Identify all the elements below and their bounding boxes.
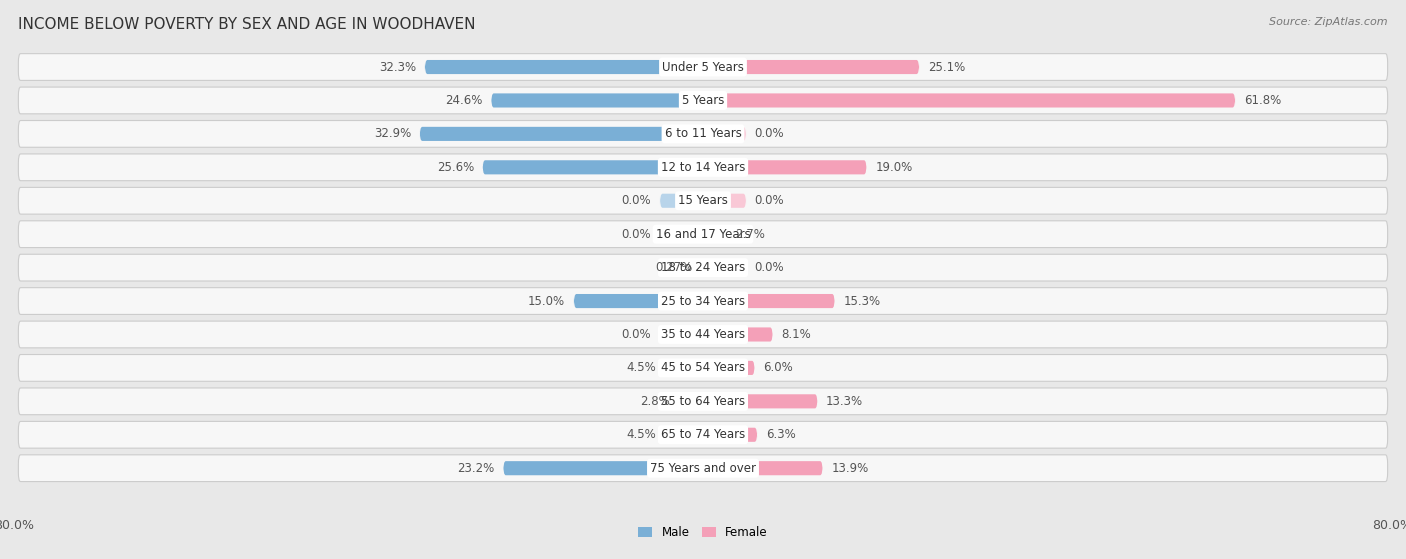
FancyBboxPatch shape (703, 328, 773, 342)
Text: 0.27%: 0.27% (655, 261, 692, 274)
Text: 0.0%: 0.0% (621, 228, 651, 241)
Text: 4.5%: 4.5% (626, 362, 655, 375)
Text: Source: ZipAtlas.com: Source: ZipAtlas.com (1270, 17, 1388, 27)
FancyBboxPatch shape (574, 294, 703, 308)
Text: 24.6%: 24.6% (446, 94, 482, 107)
FancyBboxPatch shape (18, 87, 1388, 114)
Text: 16 and 17 Years: 16 and 17 Years (655, 228, 751, 241)
Text: 19.0%: 19.0% (875, 161, 912, 174)
Text: 32.9%: 32.9% (374, 127, 411, 140)
FancyBboxPatch shape (679, 394, 703, 409)
FancyBboxPatch shape (18, 254, 1388, 281)
Text: 4.5%: 4.5% (626, 428, 655, 441)
FancyBboxPatch shape (659, 328, 703, 342)
FancyBboxPatch shape (700, 260, 703, 274)
FancyBboxPatch shape (419, 127, 703, 141)
Text: 6.3%: 6.3% (766, 428, 796, 441)
FancyBboxPatch shape (703, 394, 817, 409)
FancyBboxPatch shape (18, 421, 1388, 448)
Text: 2.7%: 2.7% (735, 228, 765, 241)
Text: 55 to 64 Years: 55 to 64 Years (661, 395, 745, 408)
Text: 32.3%: 32.3% (380, 60, 416, 74)
Text: 15.3%: 15.3% (844, 295, 880, 307)
FancyBboxPatch shape (703, 461, 823, 475)
FancyBboxPatch shape (703, 160, 866, 174)
Text: 0.0%: 0.0% (621, 328, 651, 341)
Text: 23.2%: 23.2% (457, 462, 495, 475)
Text: 12 to 14 Years: 12 to 14 Years (661, 161, 745, 174)
Text: 65 to 74 Years: 65 to 74 Years (661, 428, 745, 441)
Text: 61.8%: 61.8% (1244, 94, 1281, 107)
Text: 75 Years and over: 75 Years and over (650, 462, 756, 475)
Text: 25.6%: 25.6% (437, 161, 474, 174)
Text: 2.8%: 2.8% (641, 395, 671, 408)
FancyBboxPatch shape (18, 288, 1388, 314)
FancyBboxPatch shape (18, 154, 1388, 181)
FancyBboxPatch shape (659, 227, 703, 241)
FancyBboxPatch shape (18, 187, 1388, 214)
Text: 13.9%: 13.9% (831, 462, 869, 475)
Text: 8.1%: 8.1% (782, 328, 811, 341)
Text: 0.0%: 0.0% (621, 194, 651, 207)
Text: 18 to 24 Years: 18 to 24 Years (661, 261, 745, 274)
Text: 6.0%: 6.0% (763, 362, 793, 375)
Text: 0.0%: 0.0% (755, 261, 785, 274)
Text: 15 Years: 15 Years (678, 194, 728, 207)
FancyBboxPatch shape (18, 455, 1388, 481)
FancyBboxPatch shape (664, 428, 703, 442)
FancyBboxPatch shape (18, 221, 1388, 248)
FancyBboxPatch shape (18, 354, 1388, 381)
FancyBboxPatch shape (491, 93, 703, 107)
FancyBboxPatch shape (703, 127, 747, 141)
Text: 0.0%: 0.0% (755, 194, 785, 207)
FancyBboxPatch shape (425, 60, 703, 74)
FancyBboxPatch shape (703, 428, 758, 442)
FancyBboxPatch shape (18, 54, 1388, 80)
Text: INCOME BELOW POVERTY BY SEX AND AGE IN WOODHAVEN: INCOME BELOW POVERTY BY SEX AND AGE IN W… (18, 17, 475, 32)
FancyBboxPatch shape (703, 260, 747, 274)
FancyBboxPatch shape (18, 121, 1388, 147)
Text: 25.1%: 25.1% (928, 60, 965, 74)
FancyBboxPatch shape (703, 294, 835, 308)
Text: Under 5 Years: Under 5 Years (662, 60, 744, 74)
FancyBboxPatch shape (664, 361, 703, 375)
Text: 35 to 44 Years: 35 to 44 Years (661, 328, 745, 341)
Text: 45 to 54 Years: 45 to 54 Years (661, 362, 745, 375)
Legend: Male, Female: Male, Female (634, 522, 772, 544)
Text: 6 to 11 Years: 6 to 11 Years (665, 127, 741, 140)
FancyBboxPatch shape (18, 388, 1388, 415)
FancyBboxPatch shape (703, 227, 727, 241)
Text: 25 to 34 Years: 25 to 34 Years (661, 295, 745, 307)
Text: 5 Years: 5 Years (682, 94, 724, 107)
FancyBboxPatch shape (703, 361, 755, 375)
FancyBboxPatch shape (482, 160, 703, 174)
FancyBboxPatch shape (703, 193, 747, 208)
FancyBboxPatch shape (503, 461, 703, 475)
Text: 13.3%: 13.3% (827, 395, 863, 408)
FancyBboxPatch shape (18, 321, 1388, 348)
Text: 0.0%: 0.0% (755, 127, 785, 140)
Text: 15.0%: 15.0% (529, 295, 565, 307)
FancyBboxPatch shape (659, 193, 703, 208)
FancyBboxPatch shape (703, 93, 1236, 107)
FancyBboxPatch shape (703, 60, 920, 74)
